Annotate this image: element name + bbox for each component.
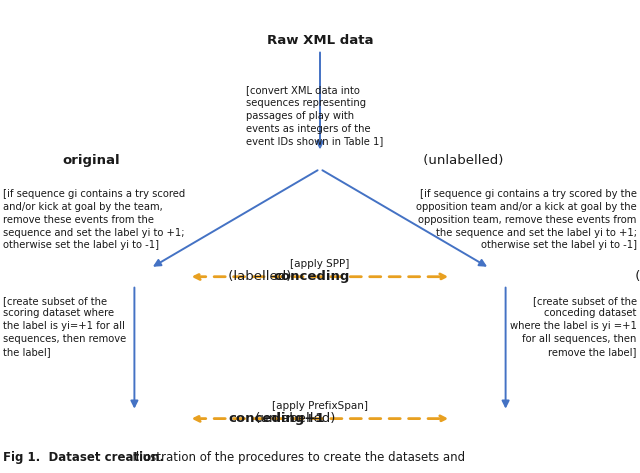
Text: Raw XML data: Raw XML data	[267, 34, 373, 47]
Text: [apply SPP]: [apply SPP]	[291, 259, 349, 269]
Text: (labelled): (labelled)	[630, 270, 640, 283]
Text: original: original	[62, 154, 120, 167]
Text: conceding+1: conceding+1	[228, 412, 324, 425]
Text: [apply PrefixSpan]: [apply PrefixSpan]	[272, 401, 368, 411]
Text: (unlabelled): (unlabelled)	[419, 154, 503, 167]
Text: [convert XML data into
sequences representing
passages of play with
events as in: [convert XML data into sequences represe…	[246, 85, 383, 146]
Text: [if sequence gi contains a try scored by the
opposition team and/or a kick at go: [if sequence gi contains a try scored by…	[416, 189, 637, 250]
Text: [if sequence gi contains a try scored
and/or kick at goal by the team,
remove th: [if sequence gi contains a try scored an…	[3, 189, 186, 250]
Text: Illustration of the procedures to create the datasets and: Illustration of the procedures to create…	[125, 451, 465, 464]
Text: conceding: conceding	[273, 270, 350, 283]
Text: (unlabelled): (unlabelled)	[251, 412, 335, 425]
Text: [create subset of the
conceding dataset
where the label is yi =+1
for all sequen: [create subset of the conceding dataset …	[510, 296, 637, 357]
Text: Fig 1.  Dataset creation.: Fig 1. Dataset creation.	[3, 451, 164, 464]
Text: [create subset of the
scoring dataset where
the label is yi=+1 for all
sequences: [create subset of the scoring dataset wh…	[3, 296, 127, 357]
Text: (labelled): (labelled)	[224, 270, 291, 283]
